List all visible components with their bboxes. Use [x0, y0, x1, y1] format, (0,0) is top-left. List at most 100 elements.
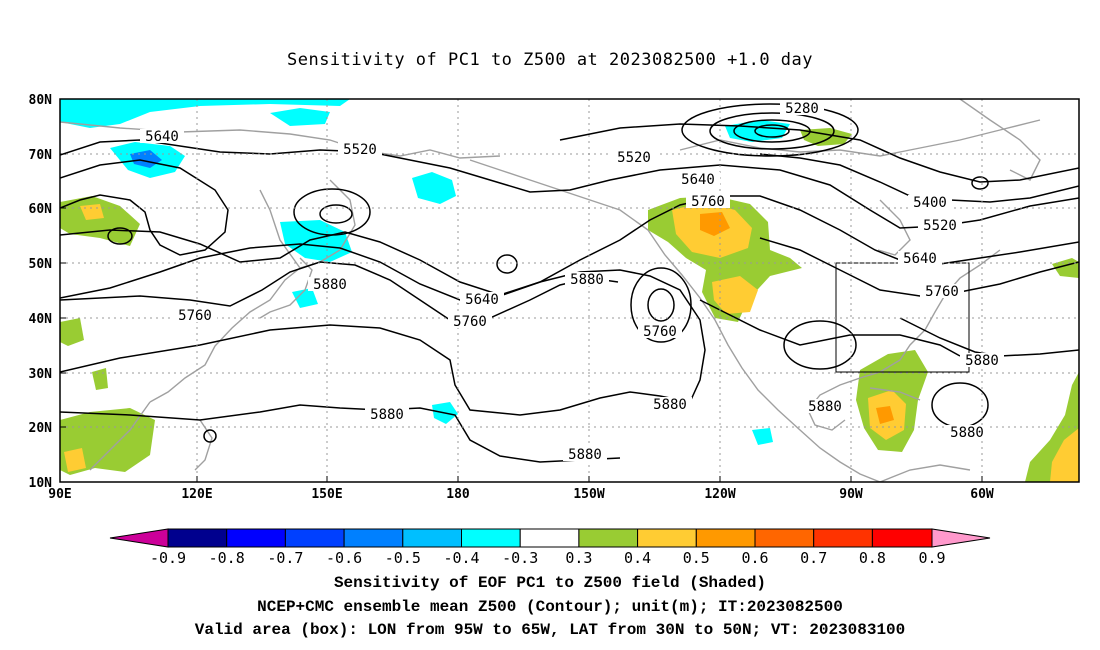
coastline-east-asia: [149, 267, 301, 403]
contour-label: 5760: [453, 314, 487, 330]
lat-label: 30N: [29, 367, 53, 382]
lat-label: 40N: [29, 312, 53, 327]
colorbar-label: -0.4: [443, 549, 479, 567]
axis-ticks: [59, 98, 983, 483]
colorbar-label: 0.4: [624, 549, 651, 567]
orange-core-canada: [700, 212, 730, 236]
colorbar-cell: [637, 528, 697, 548]
lat-label: 20N: [29, 421, 53, 436]
colorbar-cell: [813, 528, 873, 548]
coastline-philippines: [194, 419, 213, 471]
green-patch-west: [60, 318, 84, 346]
cyan-patch-arctic-west: [60, 99, 350, 128]
contour-low-kamchatka-inner: [319, 204, 353, 224]
contour-label: 5520: [923, 218, 957, 234]
contour-label: 5520: [343, 142, 377, 158]
lon-label: 120E: [181, 487, 212, 502]
contour-label: 5760: [691, 194, 725, 210]
colorbar-high-arrow: [931, 528, 991, 548]
map-title: Sensitivity of PC1 to Z500 at 2023082500…: [286, 50, 813, 70]
colorbar-label: 0.7: [800, 549, 827, 567]
colorbar-label: -0.6: [326, 549, 362, 567]
colorbar-cell: [402, 528, 462, 548]
colorbar-cell: [695, 528, 756, 548]
contour-high-us: [783, 320, 857, 370]
colorbar-label: 0.3: [565, 549, 592, 567]
contour-cutoff-low-inner: [647, 288, 675, 322]
contour-5760-atl: [759, 237, 1079, 297]
colorbar-label: -0.7: [267, 549, 303, 567]
coastline-cuba: [869, 387, 921, 401]
colorbar-label: 0.9: [918, 549, 945, 567]
contour-label: 5400: [913, 195, 947, 211]
contour-cutoff-low-outer: [630, 267, 692, 343]
lat-lon-grid: [60, 99, 1079, 482]
contour-label: 5880: [808, 399, 842, 415]
orange-patch-canada-2: [712, 276, 758, 314]
contour-label: 5640: [465, 292, 499, 308]
colorbar-label: -0.9: [150, 549, 186, 567]
coastline-japan: [259, 257, 313, 319]
coastline-okhotsk: [259, 189, 301, 269]
contour-label: 5880: [653, 397, 687, 413]
contour-label: 5520: [617, 150, 651, 166]
contour-label: 5640: [145, 129, 179, 145]
contour-label: 5760: [925, 284, 959, 300]
caption-shaded: Sensitivity of EOF PC1 to Z500 field (Sh…: [333, 574, 767, 592]
contour-low-arctic-2: [709, 112, 835, 150]
lat-label: 50N: [29, 257, 53, 272]
colorbar-low-arrow: [109, 528, 169, 548]
coastline-north-america-west: [647, 229, 881, 482]
lon-label: 90E: [48, 487, 71, 502]
contour-high-atlantic: [931, 382, 989, 428]
colorbar-label: -0.3: [502, 549, 538, 567]
cyan-patch-bering: [412, 172, 456, 204]
contour-5760-main: [60, 261, 619, 321]
contour-label: 5880: [965, 353, 999, 369]
contour-label: 5880: [570, 272, 604, 288]
contour-labels: 5280 5520 5520 5520 5400 5640 5640 5640 …: [140, 101, 1004, 463]
caption-valid-area: Valid area (box): LON from 95W to 65W, L…: [194, 621, 906, 639]
cyan-patch-kamchatka: [280, 220, 352, 262]
lat-label: 60N: [29, 202, 53, 217]
contour-small-high-philippines: [203, 429, 217, 443]
lat-label: 70N: [29, 148, 53, 163]
colorbar-cell: [461, 528, 521, 548]
colorbar-label: 0.6: [741, 549, 768, 567]
colorbar: -0.9 -0.8 -0.7 -0.6 -0.5 -0.4 -0.3 0.3 0…: [109, 528, 991, 567]
colorbar-cell: [284, 528, 345, 548]
colorbar-label: -0.8: [209, 549, 245, 567]
coastline-canada-arctic: [679, 119, 1041, 157]
contour-small-high-russia: [107, 227, 133, 245]
contour-low-arctic-3: [733, 119, 811, 143]
coastline-south-america: [879, 464, 971, 482]
orange-patch-atlantic: [1050, 428, 1079, 482]
cyan-patch-small-1: [292, 288, 318, 308]
orange-core-caribbean: [876, 406, 894, 424]
colorbar-label: 0.8: [859, 549, 886, 567]
lon-label: 150W: [573, 487, 604, 502]
contour-label: 5280: [785, 101, 819, 117]
colorbar-cell: [578, 528, 639, 548]
contour-5880-midatlantic: [699, 299, 961, 357]
caption-contour: NCEP+CMC ensemble mean Z500 (Contour); u…: [257, 598, 843, 616]
contour-label: 5880: [313, 277, 347, 293]
colorbar-cell: [343, 528, 404, 548]
orange-patch-asia: [64, 448, 86, 472]
contour-label: 5640: [681, 172, 715, 188]
lon-label: 180: [446, 487, 470, 502]
cyan-patch-mexico: [752, 428, 773, 445]
contour-russia-loop: [60, 159, 229, 256]
colorbar-cell: [167, 528, 228, 548]
contour-label: 5880: [370, 407, 404, 423]
contour-5880-north: [60, 243, 706, 403]
lon-label: 120W: [704, 487, 735, 502]
contour-label: 5760: [178, 308, 212, 324]
coastline-gulf-of-mexico: [807, 359, 901, 431]
contour-5640: [60, 195, 1079, 296]
map-frame: [59, 98, 1080, 483]
colorbar-label: -0.5: [385, 549, 421, 567]
lon-label: 60W: [970, 487, 994, 502]
colorbar-cell: [754, 528, 815, 548]
